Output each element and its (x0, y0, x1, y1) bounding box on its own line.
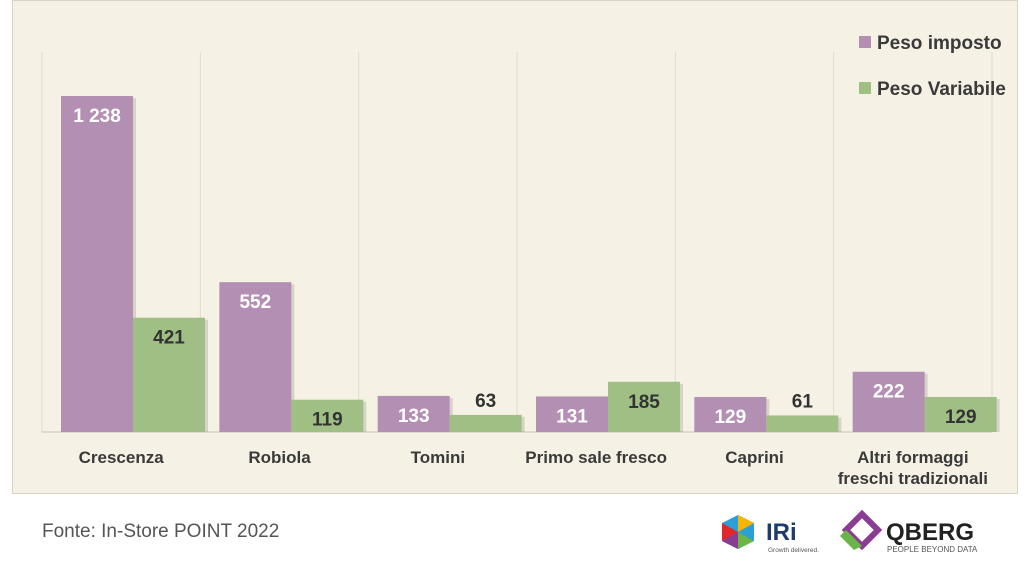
category-label: freschi tradizionali (838, 469, 988, 488)
iri-logo-facet-green (738, 532, 754, 549)
bar-peso-variabile (766, 415, 839, 432)
category-label: Caprini (725, 448, 784, 467)
bar-peso-variabile (608, 381, 680, 432)
bar-peso-variabile (133, 317, 205, 432)
legend-label-peso-imposto: Peso imposto (877, 33, 1002, 54)
qberg-logo: QBERG PEOPLE BEYOND DATA (840, 509, 978, 554)
bar-peso-imposto (219, 282, 292, 432)
bar-peso-variabile (291, 399, 364, 432)
iri-logo-name: IRi (766, 519, 797, 546)
bar-peso-imposto (536, 396, 608, 432)
category-label: Altri formaggi (857, 448, 968, 467)
value-label-peso-imposto: 131 (556, 406, 588, 427)
value-label-peso-variabile: 63 (475, 391, 496, 412)
value-label-peso-variabile: 185 (628, 392, 660, 413)
category-label: Primo sale fresco (525, 448, 667, 467)
legend-swatch-peso-variabile (859, 82, 871, 94)
legend-swatch-peso-imposto (859, 36, 871, 48)
qberg-logo-accent (840, 530, 862, 550)
legend-label-peso-variabile: Peso Variabile (877, 79, 1006, 100)
bar-peso-imposto (377, 395, 450, 432)
chart-panel: 1 238 421 Crescenza 552 119 Robiola 133 63 Tomin… (12, 0, 1018, 494)
value-label-peso-imposto: 1 238 (73, 106, 121, 127)
value-label-peso-imposto: 133 (398, 406, 430, 427)
value-label-peso-imposto: 222 (873, 382, 905, 403)
category-label: Tomini (411, 448, 465, 467)
value-label-peso-variabile: 119 (312, 410, 343, 431)
value-label-peso-imposto: 552 (239, 292, 271, 313)
qberg-logo-tagline: PEOPLE BEYOND DATA (887, 545, 978, 554)
category-label: Crescenza (79, 448, 165, 467)
value-label-peso-variabile: 129 (945, 407, 977, 428)
iri-logo-facet-yellow (738, 515, 754, 532)
bar-peso-imposto (852, 371, 925, 432)
bar-peso-variabile (924, 396, 997, 432)
category-label: Robiola (248, 448, 311, 467)
bar-peso-imposto (61, 96, 133, 432)
iri-logo-tagline: Growth delivered. (768, 547, 819, 554)
value-label-peso-variabile: 61 (792, 391, 814, 412)
bar-peso-imposto (694, 396, 767, 432)
iri-logo-facet-purple (722, 532, 738, 549)
value-label-peso-variabile: 421 (153, 328, 185, 349)
iri-logo-facet-red (722, 523, 738, 541)
value-label-peso-imposto: 129 (714, 407, 746, 428)
iri-logo: IRi Growth delivered. (722, 515, 819, 554)
qberg-logo-name: QBERG (886, 519, 974, 546)
source-note: Fonte: In-Store POINT 2022 (42, 521, 280, 542)
bar-peso-variabile (449, 414, 522, 432)
